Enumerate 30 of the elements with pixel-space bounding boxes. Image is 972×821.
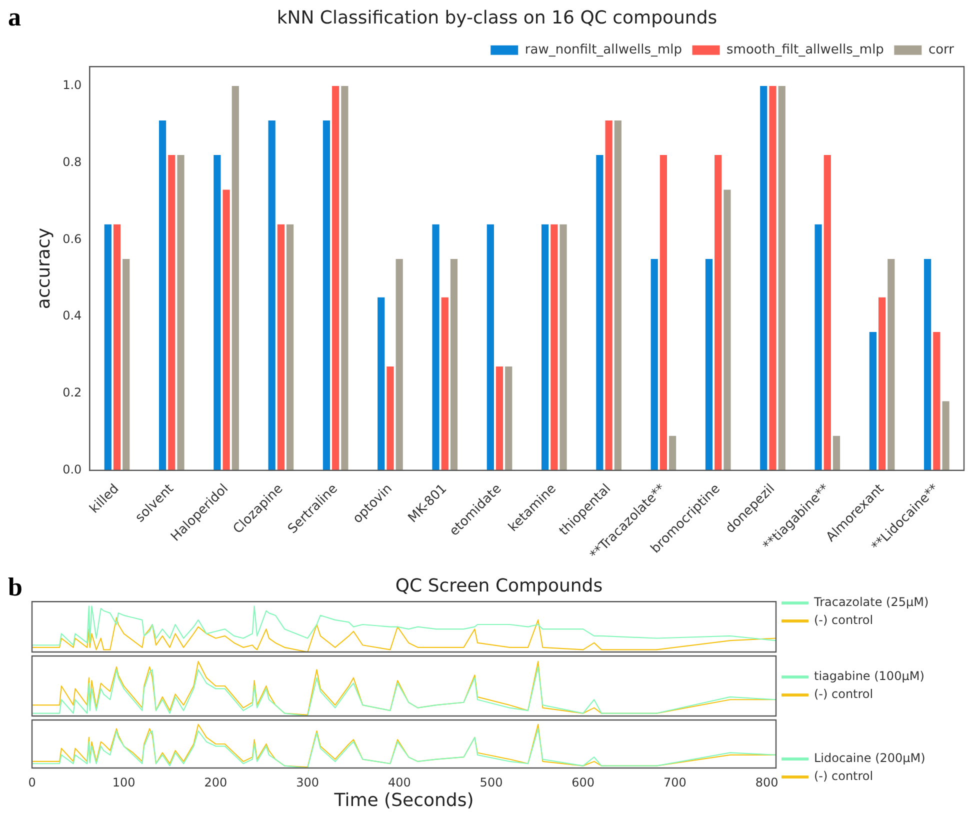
x-tick-label: 100: [112, 775, 136, 790]
text: a: [8, 2, 21, 32]
legend-label: (-) control: [814, 613, 874, 628]
x-tick-label: 500: [480, 775, 503, 790]
y-tick-label: 0.2: [62, 386, 82, 400]
x-tick-label: 600: [572, 775, 595, 790]
legend-label: Tracazolate (25µM): [813, 595, 929, 610]
legend-label: (-) control: [814, 687, 874, 702]
y-tick-label: 0.8: [62, 154, 82, 169]
x-tick-label: 400: [388, 775, 411, 790]
x-tick-label: 200: [204, 775, 228, 790]
legend-label: corr: [928, 42, 955, 58]
legend-label: raw_nonfilt_allwells_mlp: [524, 42, 682, 58]
y-axis-title: accuracy: [33, 228, 54, 310]
legend-label: (-) control: [814, 769, 874, 784]
chart-title: QC Screen Compounds: [395, 575, 603, 596]
legend-label: Lidocaine (200µM): [814, 751, 926, 766]
legend-label: smooth_filt_allwells_mlp: [726, 42, 884, 58]
y-tick-label: 0.0: [62, 462, 82, 476]
text: b: [8, 572, 22, 602]
y-tick-label: 0.4: [62, 308, 82, 323]
x-tick-label: 0: [28, 775, 36, 790]
y-tick-label: 1.0: [62, 78, 82, 92]
x-tick-label: 700: [664, 775, 686, 790]
x-tick-label: 800: [755, 775, 778, 790]
x-tick-label: 300: [296, 775, 320, 790]
chart-title: kNN Classification by-class on 16 QC compounds: [276, 7, 718, 28]
x-axis-title: Time (Seconds): [333, 790, 474, 811]
y-tick-label: 0.6: [62, 232, 82, 246]
legend-label: tiagabine (100µM): [814, 669, 924, 684]
